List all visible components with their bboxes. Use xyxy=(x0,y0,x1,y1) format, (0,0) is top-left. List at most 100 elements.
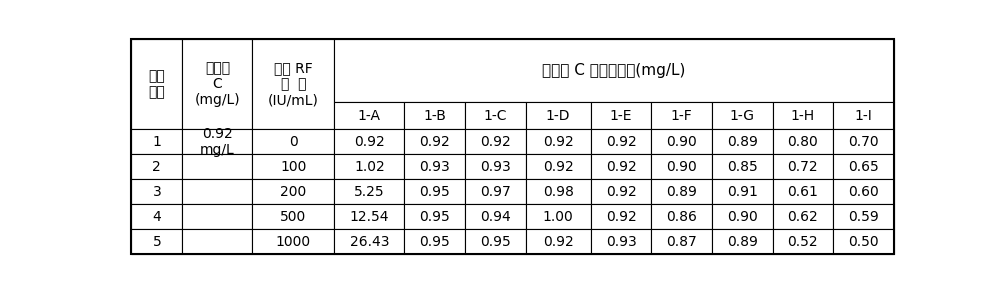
Bar xyxy=(712,179,773,204)
Text: 5.25: 5.25 xyxy=(354,185,385,199)
Text: 0.95: 0.95 xyxy=(419,235,450,249)
Bar xyxy=(773,204,833,229)
Text: 0.86: 0.86 xyxy=(666,210,697,224)
Bar xyxy=(404,102,465,129)
Text: 500: 500 xyxy=(280,210,307,224)
Text: 0.93: 0.93 xyxy=(480,160,511,174)
Bar xyxy=(252,154,334,179)
Text: 4: 4 xyxy=(152,210,161,224)
Bar xyxy=(591,154,651,179)
Text: 0.85: 0.85 xyxy=(727,160,758,174)
Text: 0.89: 0.89 xyxy=(727,235,758,249)
Text: 5: 5 xyxy=(152,235,161,249)
Text: 0.60: 0.60 xyxy=(848,185,879,199)
Text: 0.90: 0.90 xyxy=(666,160,697,174)
Bar xyxy=(773,129,833,154)
Bar xyxy=(334,102,404,129)
Bar xyxy=(526,154,591,179)
Bar xyxy=(252,229,334,254)
Bar xyxy=(651,102,712,129)
Bar xyxy=(404,204,465,229)
Text: 0.97: 0.97 xyxy=(480,185,511,199)
Bar xyxy=(182,39,252,129)
Text: 1-D: 1-D xyxy=(546,109,570,123)
Bar xyxy=(131,39,182,129)
Text: 0.50: 0.50 xyxy=(848,235,879,249)
Bar xyxy=(651,179,712,204)
Bar xyxy=(465,102,526,129)
Text: 1-E: 1-E xyxy=(610,109,632,123)
Bar xyxy=(465,229,526,254)
Bar xyxy=(773,179,833,204)
Text: 12.54: 12.54 xyxy=(350,210,389,224)
Text: 1-C: 1-C xyxy=(484,109,507,123)
Bar xyxy=(526,129,591,154)
Bar xyxy=(712,204,773,229)
Text: 0.92: 0.92 xyxy=(606,185,636,199)
Text: 1-I: 1-I xyxy=(855,109,872,123)
Text: 2: 2 xyxy=(152,160,161,174)
Text: 脱抑素
C
(mg/L): 脱抑素 C (mg/L) xyxy=(195,61,240,107)
Bar xyxy=(182,229,252,254)
Bar xyxy=(526,229,591,254)
Bar xyxy=(334,229,404,254)
Text: 0.93: 0.93 xyxy=(606,235,636,249)
Text: 3: 3 xyxy=(152,185,161,199)
Text: 0.92: 0.92 xyxy=(606,135,636,149)
Bar xyxy=(651,154,712,179)
Text: 0.92
mg/L: 0.92 mg/L xyxy=(200,127,235,157)
Text: 1-B: 1-B xyxy=(423,109,446,123)
Bar xyxy=(773,154,833,179)
Text: 0.92: 0.92 xyxy=(606,210,636,224)
Bar xyxy=(833,102,894,129)
Text: 1.00: 1.00 xyxy=(543,210,574,224)
Bar xyxy=(651,129,712,154)
Bar xyxy=(334,154,404,179)
Text: 加入 RF
含  量
(IU/mL): 加入 RF 含 量 (IU/mL) xyxy=(268,61,319,107)
Bar xyxy=(591,204,651,229)
Bar xyxy=(131,179,182,204)
Text: 0.95: 0.95 xyxy=(419,185,450,199)
Bar xyxy=(131,154,182,179)
Bar xyxy=(182,154,252,179)
Text: 0.98: 0.98 xyxy=(543,185,574,199)
Bar xyxy=(465,129,526,154)
Text: 0.92: 0.92 xyxy=(354,135,385,149)
Bar xyxy=(404,229,465,254)
Text: 0.93: 0.93 xyxy=(419,160,450,174)
Bar xyxy=(131,229,182,254)
Text: 0.92: 0.92 xyxy=(606,160,636,174)
Text: 0.92: 0.92 xyxy=(543,135,574,149)
Bar xyxy=(591,129,651,154)
Bar xyxy=(526,179,591,204)
Bar xyxy=(651,229,712,254)
Text: 0.61: 0.61 xyxy=(787,185,818,199)
Text: 0.59: 0.59 xyxy=(848,210,879,224)
Text: 0.89: 0.89 xyxy=(727,135,758,149)
Text: 0.90: 0.90 xyxy=(666,135,697,149)
Text: 脱抑素 C 含量检测值(mg/L): 脱抑素 C 含量检测值(mg/L) xyxy=(542,63,686,78)
Text: 0.94: 0.94 xyxy=(480,210,511,224)
Bar xyxy=(252,39,334,129)
Bar xyxy=(465,154,526,179)
Text: 1-F: 1-F xyxy=(671,109,693,123)
Text: 200: 200 xyxy=(280,185,307,199)
Bar xyxy=(131,129,182,154)
Bar xyxy=(712,129,773,154)
Text: 0.72: 0.72 xyxy=(788,160,818,174)
Text: 0.52: 0.52 xyxy=(788,235,818,249)
Bar xyxy=(252,204,334,229)
Text: 1.02: 1.02 xyxy=(354,160,385,174)
Bar xyxy=(591,179,651,204)
Text: 样本
编号: 样本 编号 xyxy=(148,69,165,99)
Bar xyxy=(833,129,894,154)
Bar xyxy=(334,204,404,229)
Text: 0.95: 0.95 xyxy=(480,235,511,249)
Text: 0.91: 0.91 xyxy=(727,185,758,199)
Text: 0.92: 0.92 xyxy=(543,160,574,174)
Bar xyxy=(773,102,833,129)
Bar xyxy=(591,102,651,129)
Bar xyxy=(833,204,894,229)
Text: 0.90: 0.90 xyxy=(727,210,758,224)
Text: 1000: 1000 xyxy=(276,235,311,249)
